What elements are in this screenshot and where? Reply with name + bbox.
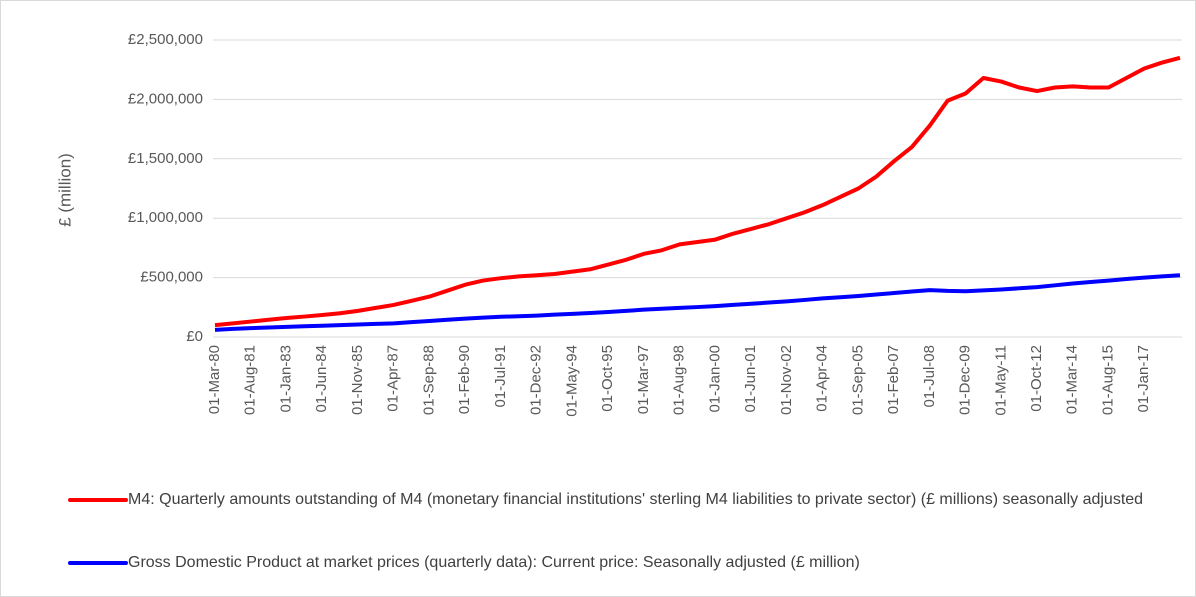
x-tick-label: 01-Feb-90 [456,345,473,414]
x-tick-label: 01-Mar-97 [635,345,652,414]
data-line [214,55,1181,328]
x-tick-label: 01-Apr-04 [814,345,831,412]
x-tick-label: 01-Apr-87 [385,345,402,412]
x-tick-label: 01-Nov-85 [349,345,366,415]
x-tick-label: 01-Jul-08 [921,345,938,408]
y-tick-label: £1,000,000 [128,209,203,226]
x-tick-label: 01-Oct-95 [599,345,616,412]
x-tick-label: 01-Sep-05 [849,345,866,415]
x-tick-label: 01-Aug-15 [1099,345,1116,415]
x-tick-label: 01-May-94 [563,345,580,417]
data-line [214,273,1181,332]
x-tick-label: 01-Aug-81 [242,345,259,415]
legend-label: Gross Domestic Product at market prices … [128,554,860,571]
y-axis-label: £ (million) [55,153,74,227]
x-tick-label: 01-Sep-88 [420,345,437,415]
y-tick-label: £2,500,000 [128,31,203,48]
x-tick-label: 01-Dec-09 [957,345,974,415]
x-tick-label: 01-Aug-98 [671,345,688,415]
y-tick-label: £500,000 [140,269,203,286]
x-tick-label: 01-Jan-00 [706,345,723,413]
x-tick-label: 01-Mar-14 [1064,345,1081,414]
x-tick-label: 01-Feb-07 [885,345,902,414]
x-tick-label: 01-Jun-84 [313,345,330,413]
x-tick-label: 01-Jun-01 [742,345,759,413]
legend-label: M4: Quarterly amounts outstanding of M4 … [128,491,1144,508]
x-tick-label: 01-Jul-91 [492,345,509,408]
x-tick-label: 01-Mar-80 [206,345,223,414]
x-tick-label: 01-May-11 [992,345,1009,416]
x-tick-label: 01-Dec-92 [528,345,545,415]
x-tick-label: 01-Nov-02 [778,345,795,415]
y-tick-label: £0 [186,328,203,345]
y-tick-label: £1,500,000 [128,150,203,167]
x-tick-label: 01-Jan-83 [277,345,294,413]
y-tick-label: £2,000,000 [128,90,203,107]
x-tick-label: 01-Oct-12 [1028,345,1045,412]
x-tick-label: 01-Jan-17 [1135,345,1152,413]
